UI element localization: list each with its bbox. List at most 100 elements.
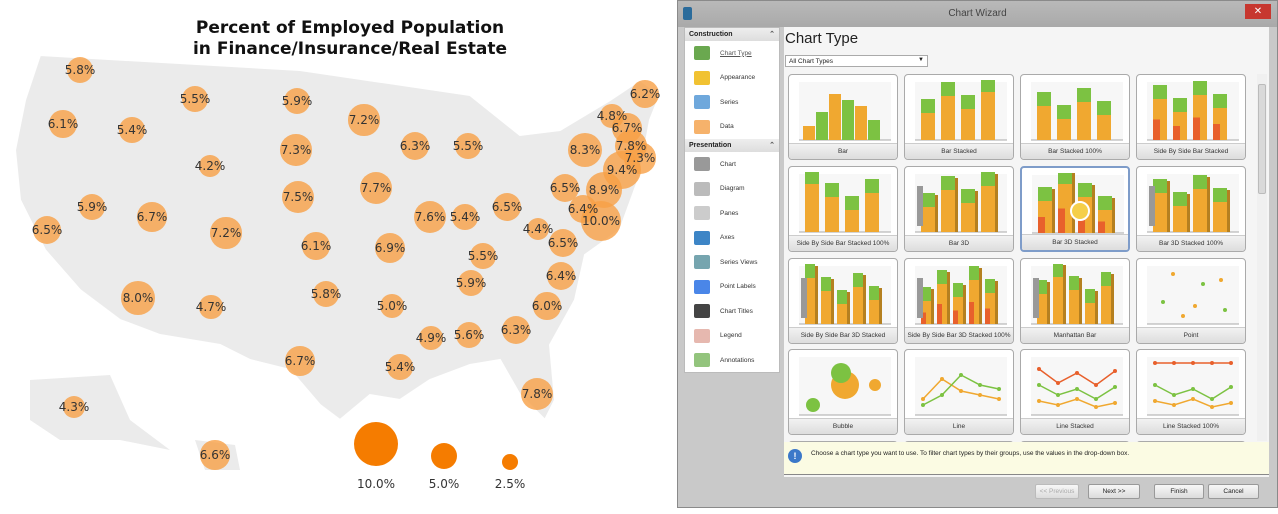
sidebar-item-data[interactable]: Data bbox=[685, 115, 779, 140]
state-bubble-label: 7.2% bbox=[348, 113, 380, 127]
state-bubble-label: 6.3% bbox=[500, 323, 532, 337]
gallery-scrollbar[interactable] bbox=[1257, 74, 1267, 441]
chart-type-side-by-side-bar-3d-stacked-100-[interactable]: Side By Side Bar 3D Stacked 100% bbox=[904, 258, 1014, 344]
window-title: Chart Wizard bbox=[948, 8, 1007, 19]
sidebar-item-chart[interactable]: Chart bbox=[685, 152, 779, 177]
state-bubble bbox=[283, 87, 311, 115]
chart-type-label: Side By Side Bar Stacked 100% bbox=[789, 235, 897, 251]
sidebar-item-legend[interactable]: Legend bbox=[685, 324, 779, 349]
state-bubble bbox=[387, 354, 413, 380]
wizard-content: Chart Type All Chart Types ▼ Bar Bar Stack… bbox=[784, 27, 1269, 477]
state-bubble bbox=[520, 377, 554, 411]
sidebar-item-annotations[interactable]: Annotations bbox=[685, 348, 779, 373]
state-bubble bbox=[285, 346, 315, 376]
state-bubble bbox=[548, 228, 578, 258]
state-bubble-label: 5.9% bbox=[455, 276, 487, 290]
state-bubble-label: 6.6% bbox=[199, 448, 231, 462]
presentation-section-header[interactable]: Presentation ⌃ bbox=[685, 139, 779, 152]
state-bubble bbox=[119, 117, 145, 143]
collapse-icon[interactable]: ⌃ bbox=[769, 142, 775, 149]
state-bubble bbox=[348, 104, 380, 136]
chart-type-point[interactable]: Point bbox=[1136, 258, 1246, 344]
state-bubble bbox=[199, 295, 223, 319]
chart-type-line-stacked[interactable]: Line Stacked bbox=[1020, 349, 1130, 435]
chart-type-label: Line bbox=[905, 418, 1013, 434]
chart-titles-icon bbox=[694, 304, 710, 319]
sidebar-item-label: Annotations bbox=[720, 356, 755, 364]
state-bubble bbox=[374, 232, 406, 264]
state-bubble bbox=[137, 202, 167, 232]
collapse-icon[interactable]: ⌃ bbox=[769, 31, 775, 38]
chart-type-bubble[interactable]: Bubble bbox=[788, 349, 898, 435]
state-bubble bbox=[419, 326, 443, 350]
state-bubble-label: 8.3% bbox=[569, 143, 601, 157]
app-icon bbox=[683, 7, 692, 20]
title-bar[interactable]: Chart Wizard ✕ bbox=[678, 1, 1277, 27]
state-bubble-label: 6.7% bbox=[136, 210, 168, 224]
section-label: Presentation bbox=[689, 142, 732, 149]
state-bubble-label: 5.4% bbox=[384, 360, 416, 374]
chart-type-label: Bar 3D Stacked bbox=[1022, 234, 1128, 250]
legend-bubble-medium bbox=[431, 443, 457, 469]
state-bubble-label: 8.0% bbox=[122, 291, 154, 305]
previous-button[interactable]: << Previous bbox=[1035, 484, 1079, 499]
state-bubble bbox=[32, 215, 62, 245]
scrollbar-thumb[interactable] bbox=[1258, 84, 1266, 194]
sidebar-item-series[interactable]: Series bbox=[685, 90, 779, 115]
state-bubble bbox=[455, 133, 481, 159]
state-bubble-label: 8.9% bbox=[588, 183, 620, 197]
construction-section-header[interactable]: Construction ⌃ bbox=[685, 28, 779, 41]
sidebar-item-chart-type[interactable]: Chart Type bbox=[685, 41, 779, 66]
chart-type-bar-3d[interactable]: Bar 3D bbox=[904, 166, 1014, 252]
state-bubble bbox=[282, 181, 314, 213]
state-bubble-label: 4.4% bbox=[522, 222, 554, 236]
chart-type-bar-stacked[interactable]: Bar Stacked bbox=[904, 74, 1014, 160]
data-icon bbox=[694, 119, 710, 134]
chart-type-bar-3d-stacked[interactable]: Bar 3D Stacked bbox=[1020, 166, 1130, 252]
state-bubble-label: 7.7% bbox=[360, 181, 392, 195]
sidebar-item-point-labels[interactable]: Point Labels bbox=[685, 275, 779, 300]
state-bubble-label: 6.9% bbox=[374, 241, 406, 255]
sidebar-item-series-views[interactable]: Series Views bbox=[685, 250, 779, 275]
sidebar-item-appearance[interactable]: Appearance bbox=[685, 66, 779, 91]
chart-type-filter-select[interactable]: All Chart Types ▼ bbox=[785, 55, 928, 67]
chart-type-line[interactable]: Line bbox=[904, 349, 1014, 435]
legend-icon bbox=[694, 328, 710, 343]
state-bubble-label: 5.5% bbox=[179, 92, 211, 106]
state-bubble-label: 4.9% bbox=[415, 331, 447, 345]
sidebar-item-diagram[interactable]: Diagram bbox=[685, 177, 779, 202]
cancel-button[interactable]: Cancel bbox=[1208, 484, 1259, 499]
chart-type-bar-stacked-100-[interactable]: Bar Stacked 100% bbox=[1020, 74, 1130, 160]
state-bubble-label: 5.6% bbox=[453, 328, 485, 342]
chart-type-side-by-side-bar-stacked[interactable]: Side By Side Bar Stacked bbox=[1136, 74, 1246, 160]
sidebar-item-chart-titles[interactable]: Chart Titles bbox=[685, 299, 779, 324]
state-bubble bbox=[492, 192, 522, 222]
chart-type-label: Manhattan Bar bbox=[1021, 327, 1129, 343]
chart-type-manhattan-bar[interactable]: Manhattan Bar bbox=[1020, 258, 1130, 344]
state-bubble-label: 6.7% bbox=[611, 121, 643, 135]
sidebar-item-axes[interactable]: Axes bbox=[685, 226, 779, 251]
chart-type-line-stacked-100-[interactable]: Line Stacked 100% bbox=[1136, 349, 1246, 435]
section-label: Construction bbox=[689, 31, 733, 38]
chart-type-label: Bar bbox=[789, 143, 897, 159]
sidebar-item-label: Chart bbox=[720, 160, 736, 168]
state-bubble-label: 5.4% bbox=[116, 123, 148, 137]
next-button[interactable]: Next >> bbox=[1088, 484, 1140, 499]
close-button[interactable]: ✕ bbox=[1245, 4, 1271, 19]
state-bubble bbox=[413, 200, 447, 234]
state-bubble bbox=[526, 217, 550, 241]
chart-type-icon bbox=[694, 46, 710, 61]
state-bubble-label: 7.3% bbox=[624, 151, 656, 165]
state-bubble bbox=[533, 292, 561, 320]
sidebar-item-panes[interactable]: Panes bbox=[685, 201, 779, 226]
finish-button[interactable]: Finish bbox=[1154, 484, 1204, 499]
state-bubble-label: 6.1% bbox=[300, 239, 332, 253]
chart-type-side-by-side-bar-stacked-100-[interactable]: Side By Side Bar Stacked 100% bbox=[788, 166, 898, 252]
chart-type-side-by-side-bar-3d-stacked[interactable]: Side By Side Bar 3D Stacked bbox=[788, 258, 898, 344]
chart-type-label: Bubble bbox=[789, 418, 897, 434]
panes-icon bbox=[694, 206, 710, 221]
chart-type-bar[interactable]: Bar bbox=[788, 74, 898, 160]
chart-type-bar-3d-stacked-100-[interactable]: Bar 3D Stacked 100% bbox=[1136, 166, 1246, 252]
state-bubble-label: 6.5% bbox=[549, 181, 581, 195]
state-bubble bbox=[400, 131, 430, 161]
